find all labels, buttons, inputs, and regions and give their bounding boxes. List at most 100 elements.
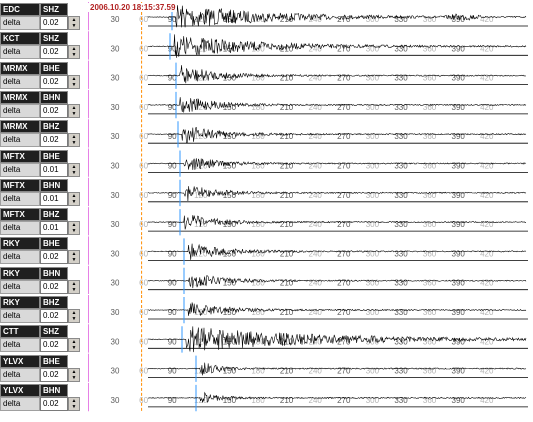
channel-row[interactable]: KCT SHZ delta 0.02 ▲ ▼ (0, 31, 88, 60)
channel-row[interactable]: CTT SHZ delta 0.02 ▲ ▼ (0, 324, 88, 353)
tick-label: 60 (139, 15, 148, 24)
tick-label: 330 (394, 162, 408, 171)
delta-field[interactable]: 0.02 (40, 45, 68, 60)
channel-row[interactable]: MFTX BHN delta 0.01 ▲ ▼ (0, 178, 88, 207)
spin-up-icon[interactable]: ▲ (71, 310, 77, 316)
channel-row[interactable]: MRMX BHN delta 0.02 ▲ ▼ (0, 90, 88, 119)
delta-field[interactable]: 0.01 (40, 191, 68, 206)
spin-down-icon[interactable]: ▼ (71, 286, 77, 293)
spin-down-icon[interactable]: ▼ (71, 110, 77, 117)
station-name: KCT (0, 32, 40, 46)
channel-row[interactable]: MFTX BHE delta 0.01 ▲ ▼ (0, 149, 88, 178)
spin-up-icon[interactable]: ▲ (71, 192, 77, 199)
tick-label: 180 (251, 15, 265, 24)
spin-up-icon[interactable]: ▲ (71, 368, 77, 375)
channel-row[interactable]: MRMX BHE delta 0.02 ▲ ▼ (0, 61, 88, 90)
tick-label: 270 (337, 191, 351, 200)
delta-field[interactable]: 0.02 (40, 16, 68, 30)
delta-field[interactable]: 0.02 (40, 309, 68, 323)
spin-down-icon[interactable]: ▼ (71, 316, 77, 322)
spin-up-icon[interactable]: ▲ (71, 134, 77, 141)
channel-row[interactable]: YLVX BHE delta 0.02 ▲ ▼ (0, 354, 88, 383)
delta-label: delta (0, 45, 40, 60)
channel-row[interactable]: RKY BHE delta 0.02 ▲ ▼ (0, 236, 88, 265)
delta-field[interactable]: 0.02 (40, 133, 68, 148)
tick-label: 330 (394, 308, 408, 317)
delta-spinner[interactable]: ▲ ▼ (68, 367, 80, 382)
delta-label: delta (0, 309, 40, 323)
spin-down-icon[interactable]: ▼ (71, 374, 77, 381)
spin-up-icon[interactable]: ▲ (71, 222, 77, 229)
tick-label: 150 (223, 103, 237, 112)
delta-field[interactable]: 0.02 (40, 250, 68, 265)
tick-label: 180 (251, 279, 265, 288)
spin-up-icon[interactable]: ▲ (71, 104, 77, 111)
tick-label: 240 (309, 220, 323, 229)
delta-spinner[interactable]: ▲ ▼ (68, 191, 80, 206)
tick-label: 420 (480, 308, 494, 317)
channel-row[interactable]: EDC SHZ delta 0.02 ▲ ▼ (0, 2, 88, 31)
delta-field[interactable]: 0.01 (40, 221, 68, 236)
spin-up-icon[interactable]: ▲ (71, 339, 77, 346)
spin-up-icon[interactable]: ▲ (71, 17, 77, 23)
spin-down-icon[interactable]: ▼ (71, 81, 77, 88)
spin-up-icon[interactable]: ▲ (71, 251, 77, 258)
delta-spinner[interactable]: ▲ ▼ (68, 279, 80, 294)
channel-row[interactable]: RKY BHZ delta 0.02 ▲ ▼ (0, 295, 88, 324)
spin-down-icon[interactable]: ▼ (71, 23, 77, 29)
spin-down-icon[interactable]: ▼ (71, 345, 77, 352)
spin-down-icon[interactable]: ▼ (71, 257, 77, 264)
waveform (147, 186, 527, 202)
station-name: MFTX (0, 178, 40, 192)
spin-down-icon[interactable]: ▼ (71, 228, 77, 235)
tick-label: 330 (394, 103, 408, 112)
delta-field[interactable]: 0.02 (40, 103, 68, 118)
delta-spinner[interactable]: ▲ ▼ (68, 221, 80, 236)
delta-field[interactable]: 0.02 (40, 74, 68, 89)
delta-field[interactable]: 0.02 (40, 338, 68, 353)
spin-down-icon[interactable]: ▼ (71, 198, 77, 205)
delta-spinner[interactable]: ▲ ▼ (68, 74, 80, 89)
delta-spinner[interactable]: ▲ ▼ (68, 162, 80, 177)
delta-spinner[interactable]: ▲ ▼ (68, 250, 80, 265)
delta-spinner[interactable]: ▲ ▼ (68, 309, 80, 323)
spin-up-icon[interactable]: ▲ (71, 75, 77, 82)
spin-up-icon[interactable]: ▲ (71, 280, 77, 287)
component-name: SHZ (40, 3, 68, 16)
tick-label: 210 (280, 44, 294, 53)
tick-label: 90 (168, 132, 177, 141)
tick-label: 270 (337, 337, 351, 346)
seismogram-tracks[interactable]: 30 60 90 120 150 180 210 240 270 300 330 360 390 420 3… (88, 0, 533, 422)
delta-field[interactable]: 0.02 (40, 279, 68, 294)
delta-spinner[interactable]: ▲ ▼ (68, 103, 80, 118)
spin-down-icon[interactable]: ▼ (71, 140, 77, 147)
tick-label: 300 (366, 15, 380, 24)
spin-down-icon[interactable]: ▼ (71, 169, 77, 176)
channel-row[interactable]: RKY BHN delta 0.02 ▲ ▼ (0, 266, 88, 295)
waveform (147, 126, 527, 144)
tick-label: 330 (394, 15, 408, 24)
tick-label: 390 (452, 337, 466, 346)
spin-up-icon[interactable]: ▲ (71, 163, 77, 170)
delta-spinner[interactable]: ▲ ▼ (68, 396, 80, 411)
tick-label: 270 (337, 367, 351, 376)
channel-row[interactable]: MRMX BHZ delta 0.02 ▲ ▼ (0, 119, 88, 148)
tick-label: 210 (280, 74, 294, 83)
spin-down-icon[interactable]: ▼ (71, 52, 77, 59)
tick-label: 180 (251, 132, 265, 141)
delta-spinner[interactable]: ▲ ▼ (68, 45, 80, 60)
channel-row[interactable]: YLVX BHN delta 0.02 ▲ ▼ (0, 383, 88, 412)
spin-up-icon[interactable]: ▲ (71, 397, 77, 404)
spin-down-icon[interactable]: ▼ (71, 403, 77, 410)
spin-up-icon[interactable]: ▲ (71, 46, 77, 53)
delta-spinner[interactable]: ▲ ▼ (68, 133, 80, 148)
delta-field[interactable]: 0.02 (40, 367, 68, 382)
channel-row[interactable]: MFTX BHZ delta 0.01 ▲ ▼ (0, 207, 88, 236)
tick-label: 240 (309, 367, 323, 376)
delta-field[interactable]: 0.01 (40, 162, 68, 177)
tick-label: 60 (139, 162, 148, 171)
tick-label: 330 (394, 249, 408, 258)
delta-field[interactable]: 0.02 (40, 396, 68, 411)
delta-spinner[interactable]: ▲ ▼ (68, 338, 80, 353)
delta-spinner[interactable]: ▲ ▼ (68, 16, 80, 30)
